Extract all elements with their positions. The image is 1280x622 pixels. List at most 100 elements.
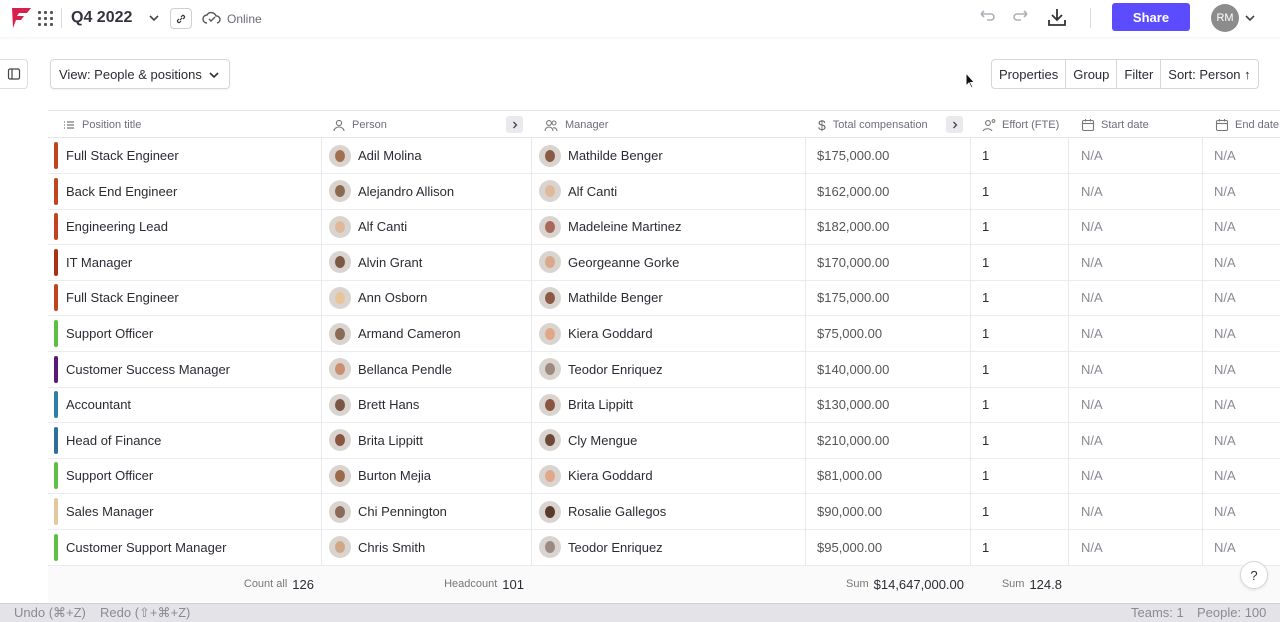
start-date-cell[interactable]: N/A bbox=[1081, 254, 1103, 270]
compensation-cell[interactable]: $210,000.00 bbox=[817, 432, 890, 448]
compensation-cell[interactable]: $175,000.00 bbox=[817, 148, 890, 163]
effort-cell[interactable]: 1 bbox=[982, 468, 990, 484]
effort-cell[interactable]: 1 bbox=[982, 219, 990, 235]
manager-cell[interactable]: Teodor Enriquez bbox=[539, 530, 663, 565]
table-row[interactable]: Customer Support Manager Chris Smith Teo… bbox=[48, 530, 1280, 566]
start-date-cell[interactable]: N/A bbox=[1081, 148, 1103, 163]
effort-sum-summary[interactable]: Sum 124.8 bbox=[1002, 566, 1062, 602]
person-cell[interactable]: Ann Osborn bbox=[329, 280, 427, 315]
effort-cell[interactable]: 1 bbox=[982, 504, 990, 519]
start-date-cell[interactable]: N/A bbox=[1081, 326, 1103, 341]
effort-cell[interactable]: 1 bbox=[982, 361, 990, 377]
table-row[interactable]: Back End Engineer Alejandro Allison Alf … bbox=[48, 174, 1280, 210]
effort-cell[interactable]: 1 bbox=[982, 148, 990, 163]
effort-cell[interactable]: 1 bbox=[982, 183, 990, 199]
expand-column-button[interactable] bbox=[506, 116, 523, 133]
redo-icon[interactable] bbox=[1012, 7, 1032, 27]
start-date-cell[interactable]: N/A bbox=[1081, 432, 1103, 448]
compensation-cell[interactable]: $90,000.00 bbox=[817, 504, 883, 519]
person-cell[interactable]: Alejandro Allison bbox=[329, 174, 454, 209]
end-date-cell[interactable]: N/A bbox=[1214, 219, 1236, 235]
compensation-sum-summary[interactable]: Sum $14,647,000.00 bbox=[846, 566, 964, 602]
column-header-compensation[interactable]: $ Total compensation bbox=[818, 111, 928, 139]
manager-cell[interactable]: Rosalie Gallegos bbox=[539, 494, 666, 529]
start-date-cell[interactable]: N/A bbox=[1081, 219, 1103, 235]
table-row[interactable]: Support Officer Burton Mejia Kiera Godda… bbox=[48, 458, 1280, 495]
apps-grid-icon[interactable] bbox=[38, 11, 53, 26]
compensation-cell[interactable]: $95,000.00 bbox=[817, 539, 883, 555]
position-cell[interactable]: Customer Support Manager bbox=[48, 530, 321, 565]
column-header-manager[interactable]: Manager bbox=[543, 111, 608, 139]
table-row[interactable]: Full Stack Engineer Adil Molina Mathilde… bbox=[48, 138, 1280, 174]
start-date-cell[interactable]: N/A bbox=[1081, 504, 1103, 519]
effort-cell[interactable]: 1 bbox=[982, 397, 990, 413]
table-row[interactable]: Customer Success Manager Bellanca Pendle… bbox=[48, 352, 1280, 388]
effort-cell[interactable]: 1 bbox=[982, 432, 990, 448]
document-title[interactable]: Q4 2022 bbox=[71, 9, 133, 26]
end-date-cell[interactable]: N/A bbox=[1214, 432, 1236, 448]
compensation-cell[interactable]: $182,000.00 bbox=[817, 219, 890, 235]
table-row[interactable]: Engineering Lead Alf Canti Madeleine Mar… bbox=[48, 209, 1280, 246]
chevron-down-icon[interactable] bbox=[147, 11, 161, 25]
compensation-cell[interactable]: $75,000.00 bbox=[817, 326, 883, 341]
start-date-cell[interactable]: N/A bbox=[1081, 397, 1103, 413]
manager-cell[interactable]: Teodor Enriquez bbox=[539, 352, 663, 387]
manager-cell[interactable]: Alf Canti bbox=[539, 174, 617, 209]
view-selector-button[interactable]: View: People & positions bbox=[50, 59, 230, 89]
position-cell[interactable]: Engineering Lead bbox=[48, 209, 321, 244]
column-header-start-date[interactable]: Start date bbox=[1081, 111, 1149, 139]
manager-cell[interactable]: Mathilde Benger bbox=[539, 280, 663, 315]
person-cell[interactable]: Alf Canti bbox=[329, 209, 407, 244]
compensation-cell[interactable]: $170,000.00 bbox=[817, 254, 890, 270]
person-cell[interactable]: Adil Molina bbox=[329, 138, 422, 173]
table-row[interactable]: Support Officer Armand Cameron Kiera God… bbox=[48, 316, 1280, 352]
column-header-effort[interactable]: Effort (FTE) bbox=[982, 111, 1059, 139]
share-button[interactable]: Share bbox=[1112, 3, 1190, 31]
position-cell[interactable]: Customer Success Manager bbox=[48, 352, 321, 387]
end-date-cell[interactable]: N/A bbox=[1214, 290, 1236, 306]
headcount-summary[interactable]: Headcount 101 bbox=[444, 566, 524, 602]
chevron-down-icon[interactable] bbox=[1243, 11, 1257, 25]
column-header-end-date[interactable]: End date bbox=[1215, 111, 1279, 139]
end-date-cell[interactable]: N/A bbox=[1214, 504, 1236, 519]
sort-button[interactable]: Sort: Person ↑ bbox=[1168, 66, 1251, 82]
table-row[interactable]: Full Stack Engineer Ann Osborn Mathilde … bbox=[48, 280, 1280, 317]
end-date-cell[interactable]: N/A bbox=[1214, 148, 1236, 163]
position-cell[interactable]: Full Stack Engineer bbox=[48, 138, 321, 173]
end-date-cell[interactable]: N/A bbox=[1214, 397, 1236, 413]
end-date-cell[interactable]: N/A bbox=[1214, 361, 1236, 377]
person-cell[interactable]: Chris Smith bbox=[329, 530, 425, 565]
person-cell[interactable]: Bellanca Pendle bbox=[329, 352, 452, 387]
position-cell[interactable]: IT Manager bbox=[48, 245, 321, 280]
end-date-cell[interactable]: N/A bbox=[1214, 183, 1236, 199]
column-header-position[interactable]: Position title bbox=[62, 111, 141, 139]
manager-cell[interactable]: Cly Mengue bbox=[539, 423, 637, 458]
compensation-cell[interactable]: $130,000.00 bbox=[817, 397, 890, 413]
effort-cell[interactable]: 1 bbox=[982, 290, 990, 306]
compensation-cell[interactable]: $162,000.00 bbox=[817, 183, 890, 199]
person-cell[interactable]: Burton Mejia bbox=[329, 458, 431, 493]
app-logo-icon[interactable] bbox=[10, 6, 32, 30]
start-date-cell[interactable]: N/A bbox=[1081, 290, 1103, 306]
compensation-cell[interactable]: $140,000.00 bbox=[817, 361, 890, 377]
download-icon[interactable] bbox=[1046, 6, 1068, 28]
manager-cell[interactable]: Kiera Goddard bbox=[539, 458, 653, 493]
position-cell[interactable]: Sales Manager bbox=[48, 494, 321, 529]
person-cell[interactable]: Chi Pennington bbox=[329, 494, 447, 529]
position-cell[interactable]: Back End Engineer bbox=[48, 174, 321, 209]
effort-cell[interactable]: 1 bbox=[982, 254, 990, 270]
table-row[interactable]: Head of Finance Brita Lippitt Cly Mengue… bbox=[48, 423, 1280, 459]
end-date-cell[interactable]: N/A bbox=[1214, 254, 1236, 270]
manager-cell[interactable]: Brita Lippitt bbox=[539, 387, 633, 422]
person-cell[interactable]: Brita Lippitt bbox=[329, 423, 423, 458]
start-date-cell[interactable]: N/A bbox=[1081, 539, 1103, 555]
effort-cell[interactable]: 1 bbox=[982, 539, 990, 555]
start-date-cell[interactable]: N/A bbox=[1081, 468, 1103, 484]
position-cell[interactable]: Support Officer bbox=[48, 316, 321, 351]
manager-cell[interactable]: Kiera Goddard bbox=[539, 316, 653, 351]
end-date-cell[interactable]: N/A bbox=[1214, 326, 1236, 341]
table-row[interactable]: Accountant Brett Hans Brita Lippitt $130… bbox=[48, 387, 1280, 424]
properties-button[interactable]: Properties bbox=[992, 60, 1067, 88]
person-cell[interactable]: Alvin Grant bbox=[329, 245, 422, 280]
manager-cell[interactable]: Madeleine Martinez bbox=[539, 209, 681, 244]
